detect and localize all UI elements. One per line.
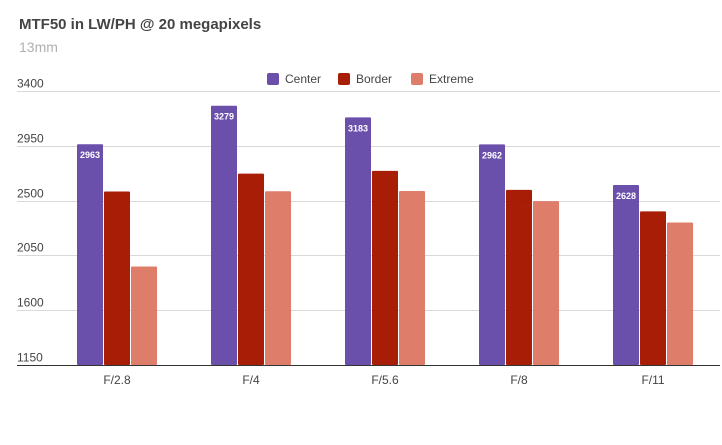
bar-extreme bbox=[533, 201, 559, 365]
data-label: 3279 bbox=[214, 112, 234, 122]
bar-extreme bbox=[131, 266, 157, 365]
y-axis: 1150 1600 2050 2500 2950 3400 bbox=[17, 77, 44, 365]
x-tick-label: F/8 bbox=[510, 373, 528, 387]
y-tick-label: 1600 bbox=[17, 296, 44, 310]
bar-extreme bbox=[667, 222, 693, 365]
data-label: 2962 bbox=[482, 150, 502, 160]
data-label: 2963 bbox=[80, 150, 100, 160]
bar-extreme bbox=[399, 190, 425, 365]
bars: 2963 2575 1959 3279 2722 2577 3183 2744 2579 2962… bbox=[77, 105, 693, 365]
bar-center bbox=[479, 144, 505, 365]
y-tick-label: 3400 bbox=[17, 77, 44, 91]
x-tick-label: F/11 bbox=[641, 373, 664, 387]
data-label: 2496 bbox=[536, 207, 556, 217]
legend-label-border: Border bbox=[356, 72, 392, 86]
data-label: 2575 bbox=[107, 197, 127, 207]
chart-subtitle: 13mm bbox=[19, 39, 58, 55]
bar-border bbox=[640, 211, 666, 365]
data-label: 2577 bbox=[268, 197, 288, 207]
data-label: 3183 bbox=[348, 123, 368, 133]
bar-center bbox=[211, 105, 237, 365]
data-label: 2744 bbox=[375, 177, 395, 187]
data-label: 2588 bbox=[509, 196, 529, 206]
bar-extreme bbox=[265, 191, 291, 365]
bar-border bbox=[372, 170, 398, 365]
data-label: 2722 bbox=[241, 180, 261, 190]
chart-title: MTF50 in LW/PH @ 20 megapixels bbox=[19, 16, 262, 33]
y-tick-label: 2950 bbox=[17, 132, 44, 146]
y-tick-label: 1150 bbox=[17, 351, 43, 365]
bar-center bbox=[345, 117, 371, 365]
legend-swatch-extreme bbox=[411, 73, 423, 85]
x-tick-label: F/2.8 bbox=[103, 373, 131, 387]
legend: Center Border Extreme bbox=[267, 72, 474, 86]
y-tick-label: 2050 bbox=[17, 241, 44, 255]
legend-swatch-border bbox=[338, 73, 350, 85]
x-axis: F/2.8 F/4 F/5.6 F/8 F/11 bbox=[17, 365, 720, 387]
legend-label-extreme: Extreme bbox=[429, 72, 474, 86]
bar-border bbox=[506, 189, 532, 365]
bar-center bbox=[613, 185, 639, 365]
data-label: 2628 bbox=[616, 191, 636, 201]
x-tick-label: F/4 bbox=[242, 373, 260, 387]
legend-swatch-center bbox=[267, 73, 279, 85]
bar-center bbox=[77, 144, 103, 365]
x-tick-label: F/5.6 bbox=[371, 373, 399, 387]
bar-border bbox=[238, 173, 264, 365]
data-label: 2320 bbox=[670, 229, 690, 239]
data-label: 1959 bbox=[134, 272, 154, 282]
legend-label-center: Center bbox=[285, 72, 321, 86]
bar-border bbox=[104, 191, 130, 365]
y-tick-label: 2500 bbox=[17, 187, 44, 201]
data-label: 2579 bbox=[402, 197, 422, 207]
data-label: 2412 bbox=[643, 217, 663, 227]
